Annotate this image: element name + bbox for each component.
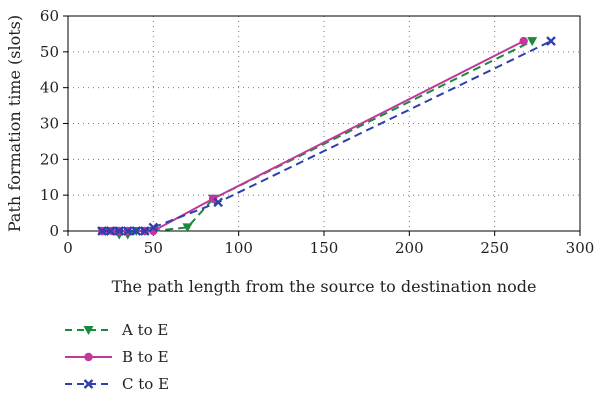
y-tick-label: 40 <box>40 79 59 97</box>
legend-marker-b-to-e <box>84 352 93 362</box>
series-line-c-to-e <box>102 40 552 232</box>
data-point-c-to-e <box>122 226 133 236</box>
y-tick-label: 20 <box>40 150 59 168</box>
data-point-a-to-e <box>527 37 538 47</box>
data-point-a-to-e <box>182 223 193 233</box>
x-tick-label: 200 <box>395 239 424 257</box>
series-b-to-e <box>97 36 528 236</box>
series-c-to-e <box>97 36 556 236</box>
legend-item-c-to-e: C to E <box>65 375 169 393</box>
legend-label: C to E <box>122 375 169 393</box>
data-point-b-to-e <box>519 36 528 46</box>
x-axis-label: The path length from the source to desti… <box>112 277 537 296</box>
legend-item-a-to-e: A to E <box>65 321 168 339</box>
x-tick-label: 0 <box>63 239 73 257</box>
y-tick-label: 10 <box>40 186 59 204</box>
y-tick-label: 0 <box>49 222 59 240</box>
y-tick-label: 60 <box>40 7 59 25</box>
legend-marker-a-to-e <box>83 326 94 335</box>
legend: A to E B to E C to E <box>65 321 169 393</box>
data-point-c-to-e <box>97 226 107 236</box>
legend-item-b-to-e: B to E <box>65 348 169 366</box>
data-point-c-to-e <box>105 226 116 236</box>
data-point-c-to-e <box>131 226 142 236</box>
data-point-c-to-e <box>546 36 556 46</box>
data-point-c-to-e <box>148 222 159 233</box>
x-tick-label: 250 <box>480 239 509 257</box>
tick-labels: 0 50 100 150 200 250 300 0 10 20 30 40 50 60 <box>40 7 594 257</box>
data-point-c-to-e <box>213 197 224 208</box>
data-point-b-to-e <box>108 226 117 236</box>
y-axis-label: Path formation time (slots) <box>5 15 24 232</box>
legend-label: A to E <box>121 321 168 339</box>
series-line-b-to-e <box>102 40 525 232</box>
legend-label: B to E <box>122 348 169 366</box>
axes <box>63 15 581 236</box>
x-tick-label: 150 <box>310 239 339 257</box>
data-point-c-to-e <box>114 226 125 236</box>
legend-marker-c-to-e <box>83 379 94 389</box>
x-tick-label: 50 <box>144 239 163 257</box>
y-tick-label: 30 <box>40 115 59 133</box>
grid-lines <box>68 16 580 231</box>
x-tick-label: 100 <box>224 239 253 257</box>
x-tick-label: 300 <box>566 239 595 257</box>
y-tick-label: 50 <box>40 43 59 61</box>
data-point-c-to-e <box>139 226 150 236</box>
series-group <box>97 36 556 240</box>
